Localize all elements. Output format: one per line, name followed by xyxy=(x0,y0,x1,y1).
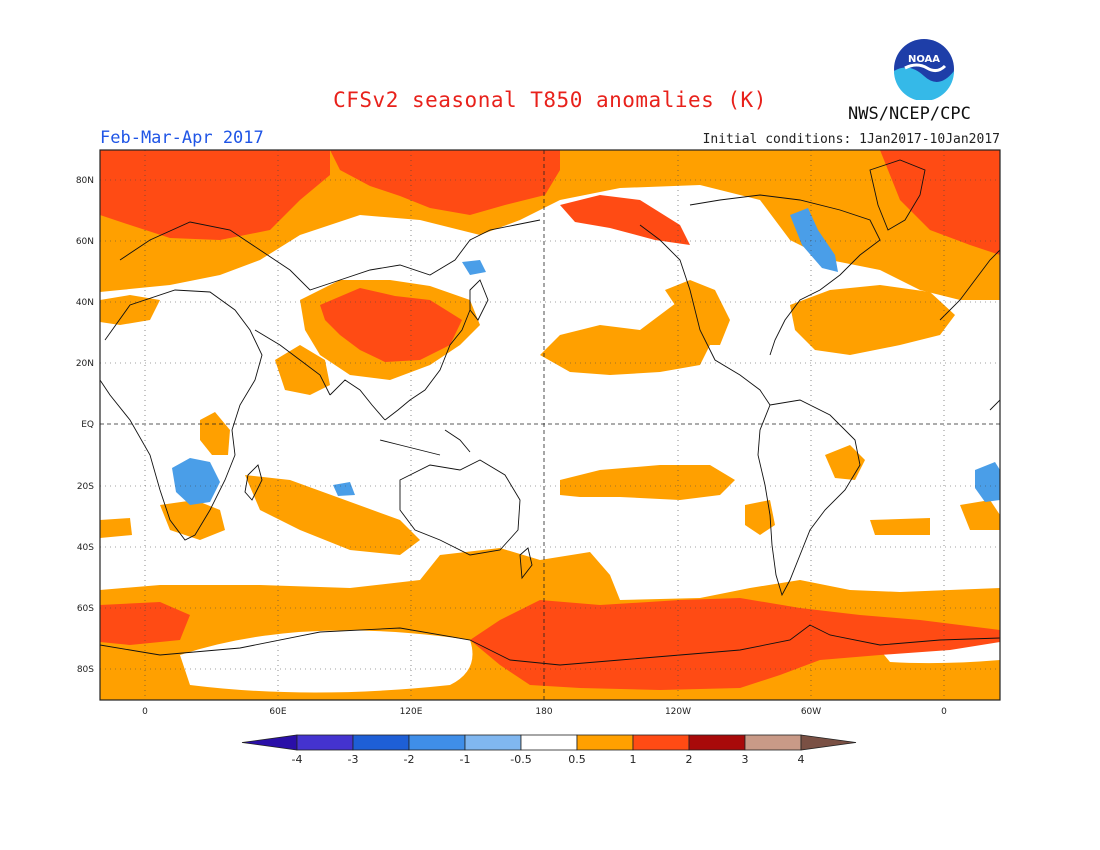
colorbar-swatch xyxy=(520,734,578,751)
colorbar-swatch xyxy=(632,734,690,751)
colorbar-left-arrow xyxy=(241,734,298,751)
reference-lines xyxy=(100,150,1000,700)
lat-label: 60N xyxy=(76,237,94,247)
colorbar-label: -0.5 xyxy=(510,753,531,766)
graticule xyxy=(100,150,1000,700)
colorbar-swatch xyxy=(744,734,802,751)
colorbar-label: 4 xyxy=(798,753,805,766)
lat-label: 20N xyxy=(76,359,94,369)
map-title: CFSv2 seasonal T850 anomalies (K) xyxy=(333,88,767,112)
noaa-logo: NOAA xyxy=(894,39,954,100)
colorbar-swatch xyxy=(352,734,410,751)
lat-label: 60S xyxy=(77,604,94,614)
colorbar-swatch xyxy=(464,734,522,751)
colorbar-swatch xyxy=(408,734,466,751)
colorbar-right-arrow xyxy=(800,734,857,751)
lon-label: 0 xyxy=(142,707,148,717)
colorbar-label: -2 xyxy=(404,753,415,766)
lat-label: 40N xyxy=(76,298,94,308)
map-frame xyxy=(99,149,1001,701)
lon-label: 120E xyxy=(400,707,423,717)
lat-label: 40S xyxy=(77,543,94,553)
colorbar-label: -3 xyxy=(348,753,359,766)
colorbar-label: 0.5 xyxy=(568,753,586,766)
colorbar-label: 1 xyxy=(630,753,637,766)
lat-label: 80N xyxy=(76,176,94,186)
lon-label: 120W xyxy=(665,707,691,717)
colorbar-label: -1 xyxy=(460,753,471,766)
colorbar-swatch xyxy=(688,734,746,751)
noaa-logo-text: NOAA xyxy=(908,54,940,65)
coastlines xyxy=(100,159,1000,666)
season-label: Feb-Mar-Apr 2017 xyxy=(100,128,264,148)
longitude-labels: 0 60E 120E 180 120W 60W 0 xyxy=(142,707,947,717)
colorbar-swatch xyxy=(296,734,354,751)
lon-label: 0 xyxy=(941,707,947,717)
lon-label: 180 xyxy=(535,707,552,717)
colorbar-label: -4 xyxy=(292,753,303,766)
organization-label: NWS/NCEP/CPC xyxy=(848,104,971,124)
colorbar: -4 -3 -2 -1 -0.5 0.5 1 2 3 4 xyxy=(241,734,857,766)
colorbar-label: 2 xyxy=(686,753,693,766)
lat-label: 80S xyxy=(77,665,94,675)
anomaly-shading xyxy=(100,150,1000,700)
colorbar-label: 3 xyxy=(742,753,749,766)
lon-label: 60E xyxy=(269,707,286,717)
lat-label: EQ xyxy=(81,420,94,430)
lon-label: 60W xyxy=(801,707,821,717)
lat-label: 20S xyxy=(77,482,94,492)
latitude-labels: 80N 60N 40N 20N EQ 20S 40S 60S 80S xyxy=(76,176,94,675)
initial-conditions-label: Initial conditions: 1Jan2017-10Jan2017 xyxy=(702,132,1000,147)
colorbar-swatch xyxy=(576,734,634,751)
